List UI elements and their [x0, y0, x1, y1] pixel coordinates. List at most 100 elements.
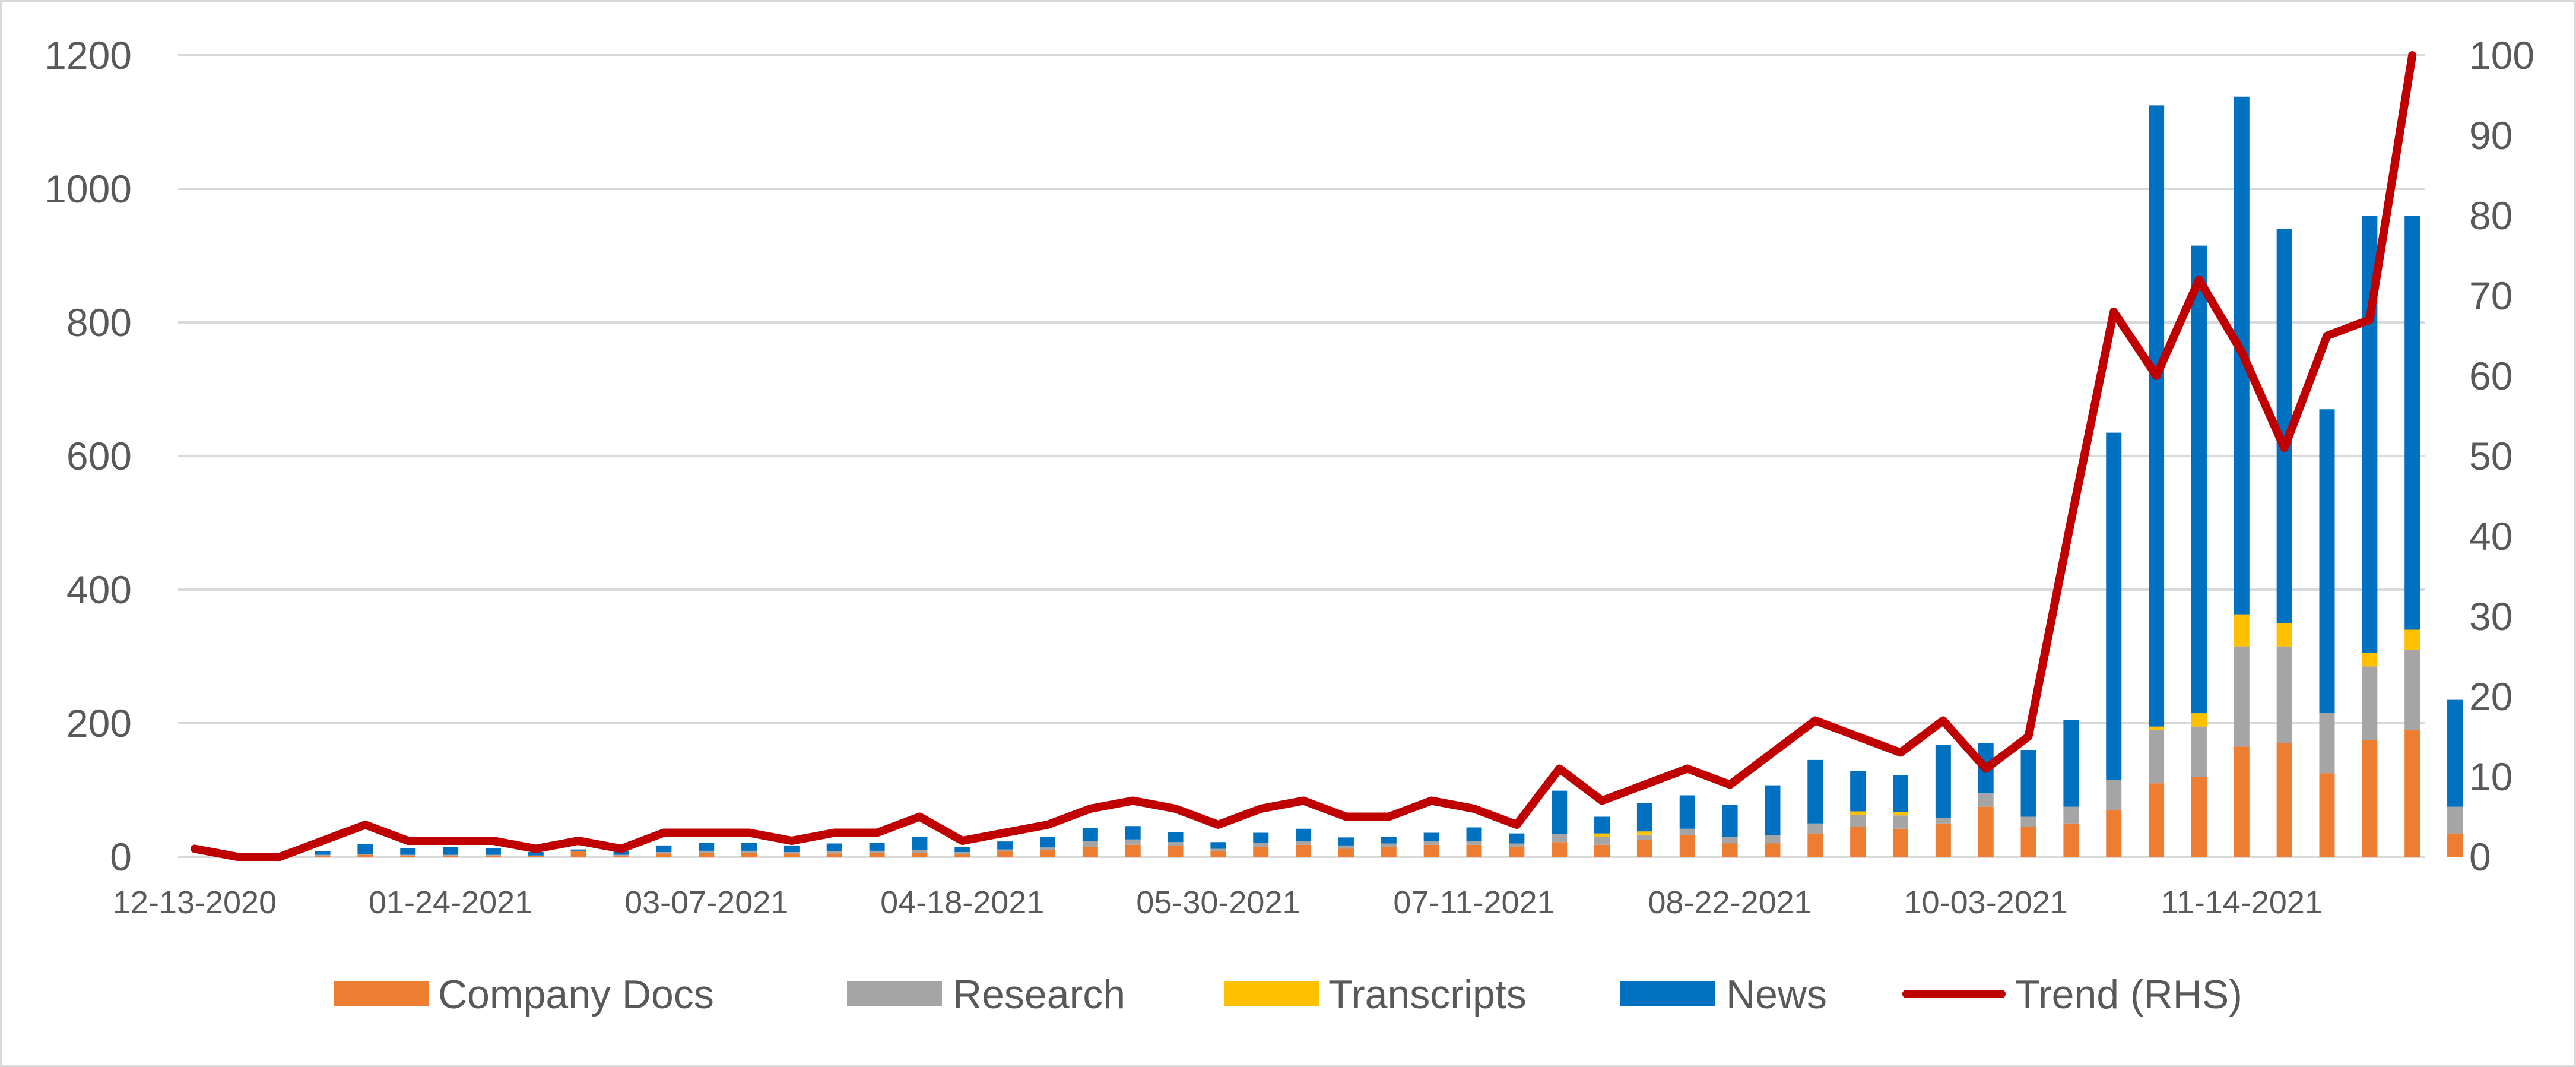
y2-tick-label: 10	[2469, 755, 2512, 799]
bar-segment-company-docs	[528, 856, 544, 857]
bar-segment-company-docs	[699, 853, 715, 857]
y2-tick-label: 50	[2469, 434, 2512, 478]
legend-label-transcripts: Transcripts	[1328, 972, 1527, 1017]
bar-segment-research	[1296, 841, 1312, 845]
y-tick-label: 800	[66, 300, 132, 344]
bar-segment-news	[2447, 699, 2463, 807]
bar-segment-research	[2191, 726, 2207, 777]
bar-segment-research	[1978, 793, 1994, 807]
bar-segment-news	[2319, 409, 2335, 714]
x-tick-label: 03-07-2021	[624, 885, 788, 920]
bar-segment-research	[1552, 834, 1568, 843]
trend-line-path	[191, 51, 2417, 861]
bar-segment-research	[912, 850, 928, 853]
bar-segment-research	[1765, 835, 1781, 844]
bar-segment-research	[1338, 845, 1354, 849]
bar-segment-company-docs	[1296, 844, 1312, 857]
bar-segment-research	[2276, 646, 2292, 743]
legend: Company Docs Research Transcripts News Trend…	[334, 972, 2242, 1017]
bar-segment-research	[2234, 646, 2250, 747]
bar-segment-research	[783, 852, 800, 854]
bar-segment-company-docs	[656, 853, 672, 857]
bar-segment-news	[1552, 790, 1568, 834]
bar-segment-transcripts	[1893, 812, 1908, 816]
bar-segment-news	[2063, 720, 2079, 807]
bar-segment-research	[1381, 843, 1397, 847]
bar-segment-news	[1636, 803, 1652, 832]
bar-segment-company-docs	[1168, 846, 1184, 857]
bar-segment-news	[1679, 795, 1695, 829]
legend-label-trend-rhs: Trend (RHS)	[2015, 972, 2242, 1017]
bar-segment-news	[315, 851, 331, 855]
y-tick-label: 1200	[45, 33, 132, 77]
bar-segment-company-docs	[1338, 848, 1354, 857]
bar-segment-news	[1893, 775, 1908, 812]
bar-segment-research	[699, 850, 715, 853]
bar-segment-company-docs	[1807, 833, 1823, 857]
legend-label-company-docs: Company Docs	[438, 972, 714, 1017]
bar-segment-news	[783, 845, 800, 853]
bar-segment-research	[1893, 815, 1908, 829]
bar-segment-news	[528, 852, 544, 856]
bar-segment-research	[1125, 839, 1141, 845]
x-tick-label: 01-24-2021	[369, 885, 532, 920]
bar-segment-research	[315, 854, 331, 856]
bar-segment-news	[1807, 759, 1823, 824]
bar-segment-company-docs	[1423, 844, 1439, 857]
bar-segment-research	[2063, 806, 2079, 824]
bar-segment-research	[1850, 815, 1866, 827]
bar-segment-research	[1082, 841, 1098, 847]
bar-segment-company-docs	[485, 855, 501, 857]
bar-segment-news	[1040, 837, 1055, 848]
y-tick-label: 400	[66, 568, 132, 612]
bar-segment-company-docs	[1509, 847, 1525, 857]
bar-segment-research	[1594, 837, 1610, 845]
bar-segment-research	[1253, 843, 1269, 847]
bar-segment-research	[1423, 841, 1439, 845]
bar-segment-news	[1338, 837, 1354, 846]
y-tick-label: 0	[110, 835, 132, 879]
bar-segment-news	[2106, 432, 2122, 780]
legend-swatch-company-docs	[334, 981, 429, 1006]
bar-segment-company-docs	[2447, 833, 2463, 857]
legend-label-research: Research	[953, 972, 1125, 1017]
bar-segment-news	[1594, 816, 1610, 834]
bar-segment-company-docs	[2362, 740, 2378, 857]
bar-segment-company-docs	[1722, 843, 1738, 857]
bar-segment-news	[699, 843, 715, 851]
bar-segment-news	[400, 848, 416, 855]
bar-segment-research	[2319, 713, 2335, 774]
bar-segment-news	[997, 841, 1013, 850]
bar-segment-transcripts	[2191, 713, 2207, 727]
bar-segment-company-docs	[826, 853, 842, 857]
bar-segment-research	[400, 854, 416, 856]
bar-segment-company-docs	[997, 851, 1013, 857]
legend-label-news: News	[1726, 972, 1827, 1017]
bar-segment-company-docs	[1210, 851, 1226, 857]
bars	[315, 96, 2463, 857]
y2-tick-label: 0	[2469, 835, 2491, 879]
bar-segment-news	[1935, 745, 1951, 818]
bar-segment-transcripts	[1636, 831, 1652, 835]
bar-segment-news	[1423, 832, 1439, 841]
bar-segment-research	[954, 852, 970, 854]
gridlines	[178, 54, 2425, 858]
bar-segment-news	[1466, 827, 1482, 841]
bar-segment-news	[1210, 842, 1226, 849]
bar-segment-company-docs	[1253, 847, 1269, 857]
bar-segment-company-docs	[1466, 844, 1482, 857]
bar-segment-research	[357, 854, 373, 855]
bar-segment-company-docs	[2149, 783, 2165, 857]
y2-tick-label: 60	[2469, 354, 2512, 398]
bar-segment-news	[1765, 785, 1781, 835]
bar-segment-company-docs	[2106, 810, 2122, 857]
x-tick-label: 05-30-2021	[1136, 885, 1300, 920]
y2-tick-label: 40	[2469, 514, 2512, 558]
bar-segment-company-docs	[2063, 823, 2079, 857]
bar-segment-company-docs	[315, 855, 331, 857]
y-tick-label: 600	[66, 434, 132, 478]
bar-segment-news	[1381, 837, 1397, 844]
bar-segment-company-docs	[1636, 840, 1652, 857]
bar-segment-news	[1082, 828, 1098, 842]
